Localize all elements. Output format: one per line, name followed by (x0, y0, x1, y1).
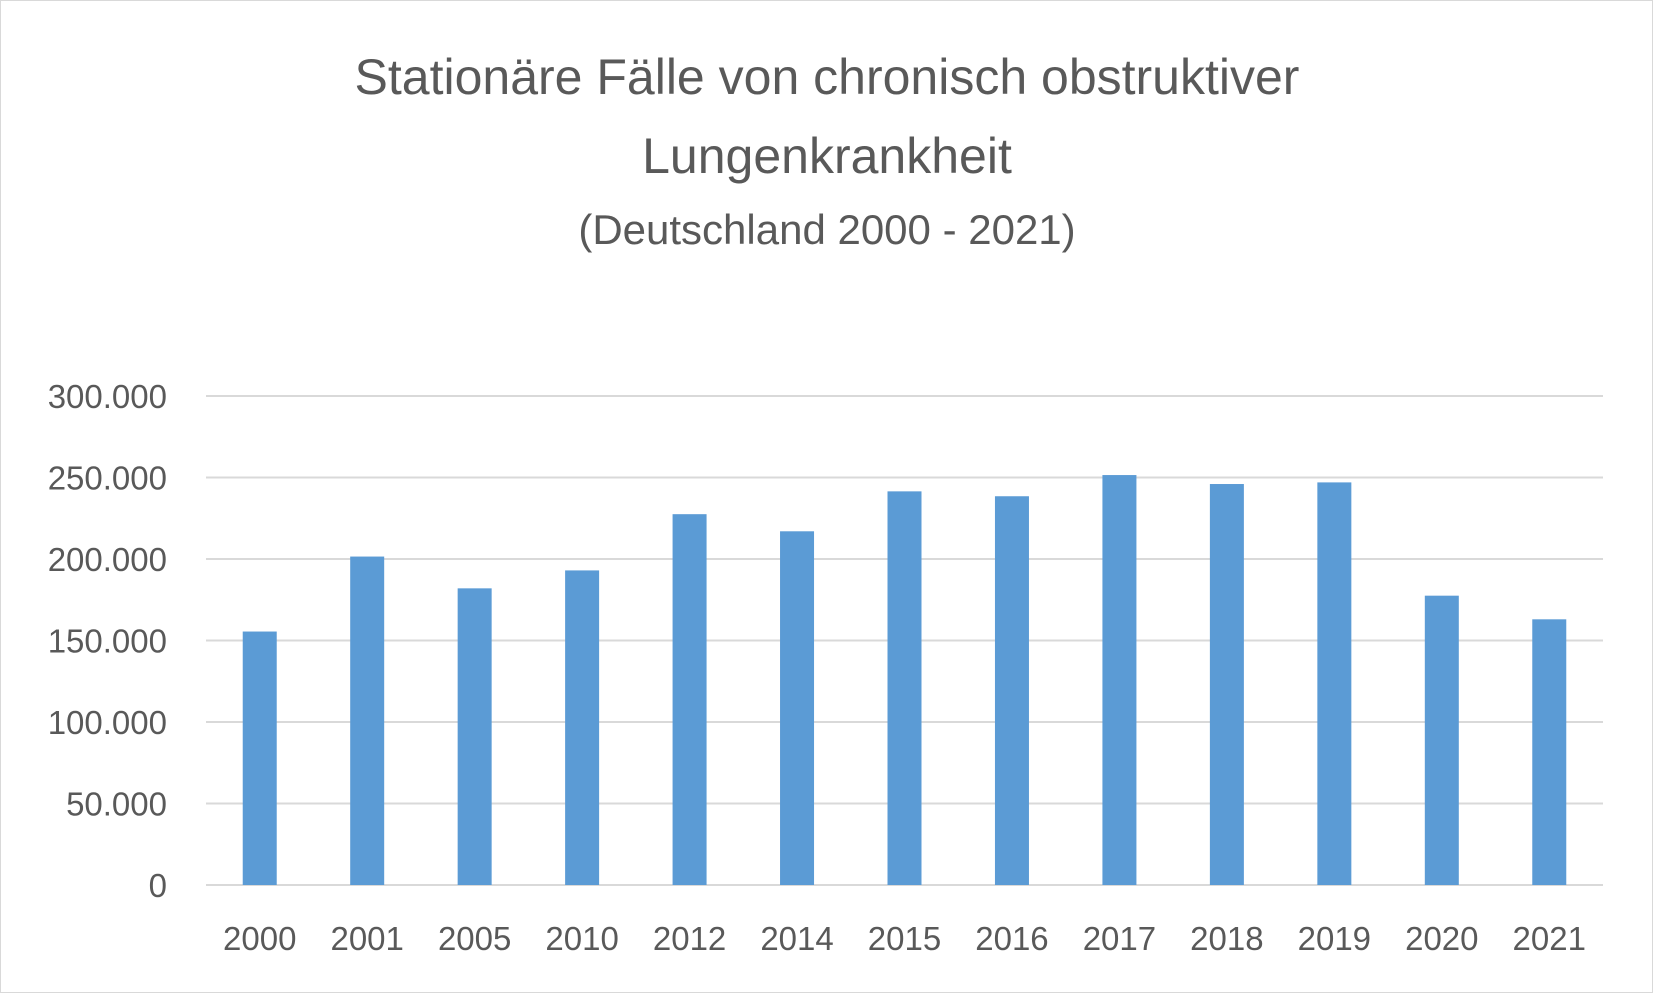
x-tick-label: 2018 (1190, 920, 1263, 957)
chart-title-line-2: Lungenkrankheit (642, 128, 1012, 184)
bar-2021 (1532, 619, 1567, 885)
y-tick-label: 300.000 (48, 378, 167, 415)
x-tick-label: 2020 (1405, 920, 1478, 957)
x-tick-label: 2016 (975, 920, 1048, 957)
x-tick-label: 2005 (438, 920, 511, 957)
y-tick-label: 200.000 (48, 541, 167, 578)
y-tick-label: 150.000 (48, 623, 167, 660)
bar-2015 (887, 491, 922, 885)
bar-2017 (1102, 475, 1137, 885)
x-tick-label: 2012 (653, 920, 726, 957)
y-tick-label: 250.000 (48, 460, 167, 497)
bar-2000 (242, 631, 277, 885)
bar-2010 (565, 570, 600, 885)
bar-2012 (672, 514, 707, 885)
bars (242, 475, 1567, 885)
bar-2005 (457, 588, 492, 885)
x-tick-label: 2015 (868, 920, 941, 957)
y-tick-label: 50.000 (66, 786, 167, 823)
y-tick-label: 100.000 (48, 704, 167, 741)
bar-2016 (994, 496, 1029, 885)
x-tick-label: 2000 (223, 920, 296, 957)
x-tick-label: 2019 (1298, 920, 1371, 957)
bar-2018 (1209, 484, 1244, 885)
bar-2014 (780, 531, 815, 885)
x-tick-label: 2014 (760, 920, 833, 957)
x-tick-label: 2001 (330, 920, 403, 957)
x-tick-label: 2010 (545, 920, 618, 957)
bar-2001 (350, 556, 385, 885)
x-axis-tick-labels: 2000 2001 2005 2010 2012 2014 2015 2016 2017 2018… (223, 920, 1586, 957)
chart-title-line-1: Stationäre Fälle von chronisch obstrukti… (355, 49, 1300, 105)
x-tick-label: 2017 (1083, 920, 1156, 957)
bar-2019 (1317, 482, 1352, 885)
y-tick-label: 0 (149, 867, 167, 904)
bar-2020 (1424, 595, 1459, 885)
x-tick-label: 2021 (1513, 920, 1586, 957)
chart-subtitle: (Deutschland 2000 - 2021) (578, 206, 1075, 253)
y-axis-tick-labels: 0 50.000 100.000 150.000 200.000 250.000 300.0… (48, 378, 167, 904)
